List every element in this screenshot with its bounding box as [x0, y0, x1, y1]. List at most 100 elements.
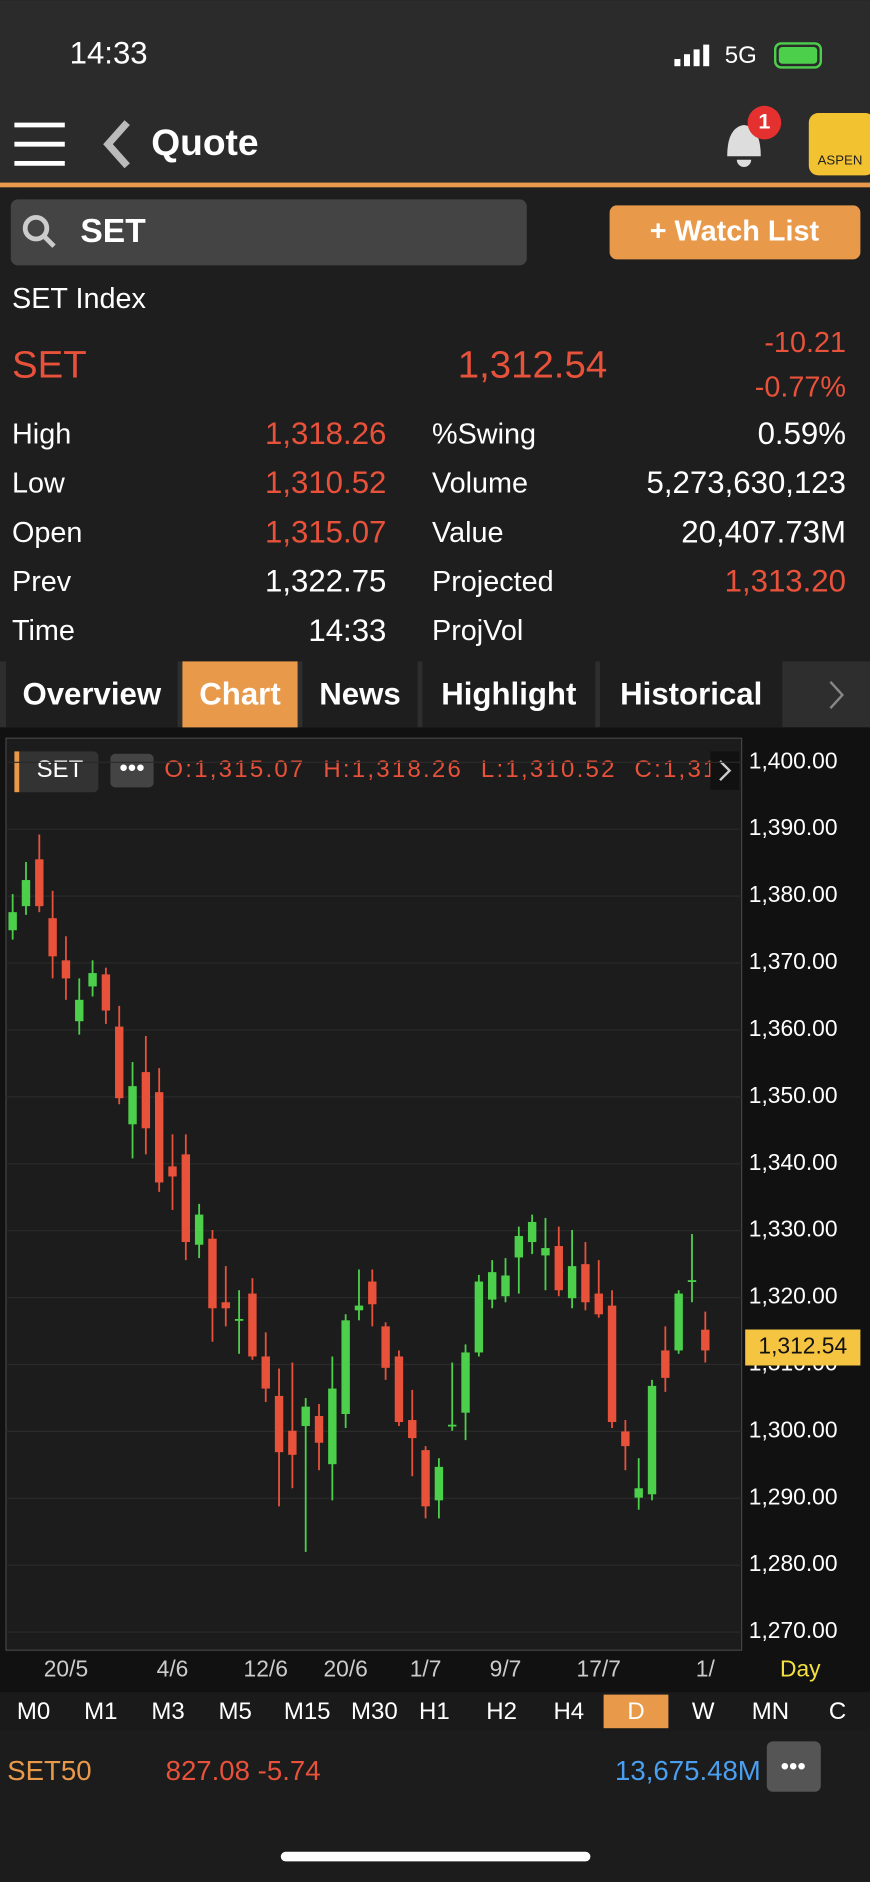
timeframe[interactable]: W	[692, 1698, 715, 1725]
ticker-menu[interactable]	[766, 1741, 821, 1792]
candle-body	[128, 1086, 137, 1125]
legend-more[interactable]	[710, 751, 740, 790]
candle-body	[61, 960, 71, 979]
chart-symbol-accent	[14, 751, 20, 793]
candle-body	[487, 1272, 497, 1300]
candle-body	[194, 1214, 204, 1245]
timeframe[interactable]: H1	[419, 1698, 450, 1725]
badge	[747, 105, 782, 140]
candle-body	[541, 1248, 550, 1256]
timeframe-active	[603, 1694, 669, 1729]
tab-label: Chart	[199, 676, 280, 711]
x-tick-label: 20/6	[323, 1656, 367, 1682]
logo[interactable]	[808, 113, 870, 176]
candle-body	[48, 918, 57, 957]
candle-body	[581, 1264, 590, 1303]
candle-body	[154, 1092, 164, 1183]
field-value: 20,407.73M	[681, 514, 846, 549]
legend-more-arrow	[719, 760, 732, 782]
timeframe[interactable]: M30	[351, 1698, 398, 1725]
candle-body	[75, 999, 84, 1022]
header-rule	[0, 182, 870, 188]
tab[interactable]	[600, 661, 783, 728]
tab[interactable]	[422, 661, 596, 728]
field-value: 1,322.75	[265, 564, 386, 599]
search-icon	[22, 214, 50, 242]
watchlist-label: + Watch List	[650, 216, 820, 248]
timeframe[interactable]: H4	[553, 1698, 584, 1725]
candle-body	[701, 1329, 710, 1351]
candle-body	[621, 1431, 630, 1447]
candle-body	[168, 1166, 177, 1177]
timeframe[interactable]: M1	[84, 1698, 117, 1725]
x-tick-label: 20/5	[44, 1656, 88, 1682]
x-tick-label: 17/7	[577, 1656, 621, 1682]
battery-icon	[774, 42, 822, 69]
search-box[interactable]	[10, 199, 527, 266]
candle-body	[208, 1238, 217, 1309]
tab-label: News	[319, 676, 400, 711]
y-tick-label: 1,390.00	[749, 814, 838, 840]
tab[interactable]	[6, 661, 178, 728]
field-value: 1,318.26	[265, 416, 386, 451]
signal-icon	[674, 44, 710, 67]
quote-change-pct: -0.77%	[755, 372, 846, 404]
field-label: Projected	[432, 566, 554, 598]
tab-label: Highlight	[441, 676, 576, 711]
candle-body	[527, 1221, 537, 1243]
ticker-bar	[0, 1740, 870, 1807]
bell-icon[interactable]	[727, 125, 761, 167]
field-value: 1,315.07	[265, 514, 386, 549]
watchlist-button[interactable]	[609, 205, 861, 260]
last-price-label: 1,312.54	[758, 1333, 847, 1359]
candle-body	[408, 1420, 417, 1439]
field-value: 5,273,630,123	[647, 465, 846, 500]
candle-body	[221, 1302, 230, 1309]
search-icon-handle	[42, 234, 56, 248]
chart-symbol: SET	[37, 756, 84, 783]
candle-body	[421, 1450, 430, 1507]
tab-more[interactable]	[829, 680, 845, 710]
candle-body	[594, 1293, 603, 1315]
header-bg	[0, 0, 870, 187]
quote-name: SET Index	[12, 283, 147, 315]
search-query: SET	[80, 213, 146, 250]
x-tick-label: 12/6	[244, 1656, 288, 1682]
field-label: %Swing	[432, 418, 536, 450]
timeframe[interactable]: M3	[151, 1698, 184, 1725]
timeframe[interactable]: M0	[17, 1698, 50, 1725]
tab-label: Overview	[22, 676, 161, 711]
ticker-value: 13,675.48M	[615, 1755, 761, 1786]
menu-button[interactable]	[14, 122, 65, 166]
tab[interactable]	[302, 661, 418, 728]
tab[interactable]	[182, 661, 298, 728]
field-label: Open	[12, 517, 82, 549]
field-value: 0.59%	[758, 416, 846, 451]
timeframe[interactable]: D	[627, 1698, 644, 1725]
status-time: 14:33	[70, 36, 148, 71]
timeframe[interactable]: C	[829, 1698, 846, 1725]
timeframe[interactable]: M15	[284, 1698, 331, 1725]
timeframe[interactable]: H2	[486, 1698, 517, 1725]
y-tick-label: 1,350.00	[749, 1082, 838, 1108]
y-tick-label: 1,380.00	[749, 881, 838, 907]
quote-symbol: SET	[12, 344, 87, 387]
chart-symbol-box	[14, 751, 99, 793]
timeframe[interactable]: MN	[752, 1698, 789, 1725]
badge-count: 1	[758, 108, 770, 133]
x-tick-label: 1/7	[410, 1656, 442, 1682]
field-label: Prev	[12, 566, 72, 598]
candle-body	[434, 1466, 444, 1501]
candle-body	[448, 1424, 457, 1427]
y-tick-label: 1,280.00	[749, 1550, 838, 1576]
y-tick-label: 1,400.00	[749, 747, 838, 773]
candle-body	[461, 1352, 470, 1413]
candle-body	[88, 973, 97, 987]
candle-body	[368, 1281, 377, 1305]
back-button[interactable]	[103, 120, 130, 169]
candle-body	[354, 1305, 364, 1311]
quote-change: -10.21	[764, 327, 846, 359]
candle-body	[288, 1430, 297, 1455]
candle-body	[567, 1266, 577, 1299]
timeframe[interactable]: M5	[219, 1698, 252, 1725]
